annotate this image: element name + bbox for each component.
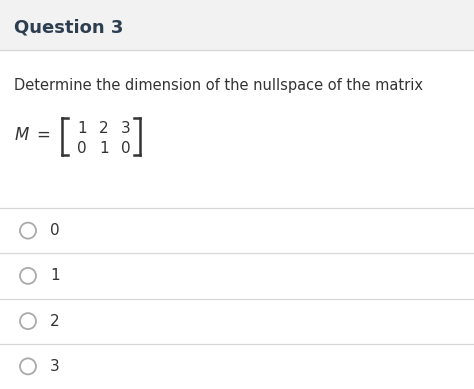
Text: 3: 3 <box>121 121 131 135</box>
Text: Question 3: Question 3 <box>14 18 123 36</box>
Text: Determine the dimension of the nullspace of the matrix: Determine the dimension of the nullspace… <box>14 77 423 93</box>
Text: 3: 3 <box>50 359 60 374</box>
Text: 1: 1 <box>99 140 109 156</box>
Text: 1: 1 <box>77 121 87 135</box>
Text: 0: 0 <box>77 140 87 156</box>
Text: 1: 1 <box>50 268 60 283</box>
Text: $M\ =$: $M\ =$ <box>14 126 51 144</box>
Text: 0: 0 <box>50 223 60 238</box>
Text: 2: 2 <box>50 314 60 329</box>
Text: 2: 2 <box>99 121 109 135</box>
Bar <box>0 0 474 50</box>
Text: 0: 0 <box>121 140 131 156</box>
